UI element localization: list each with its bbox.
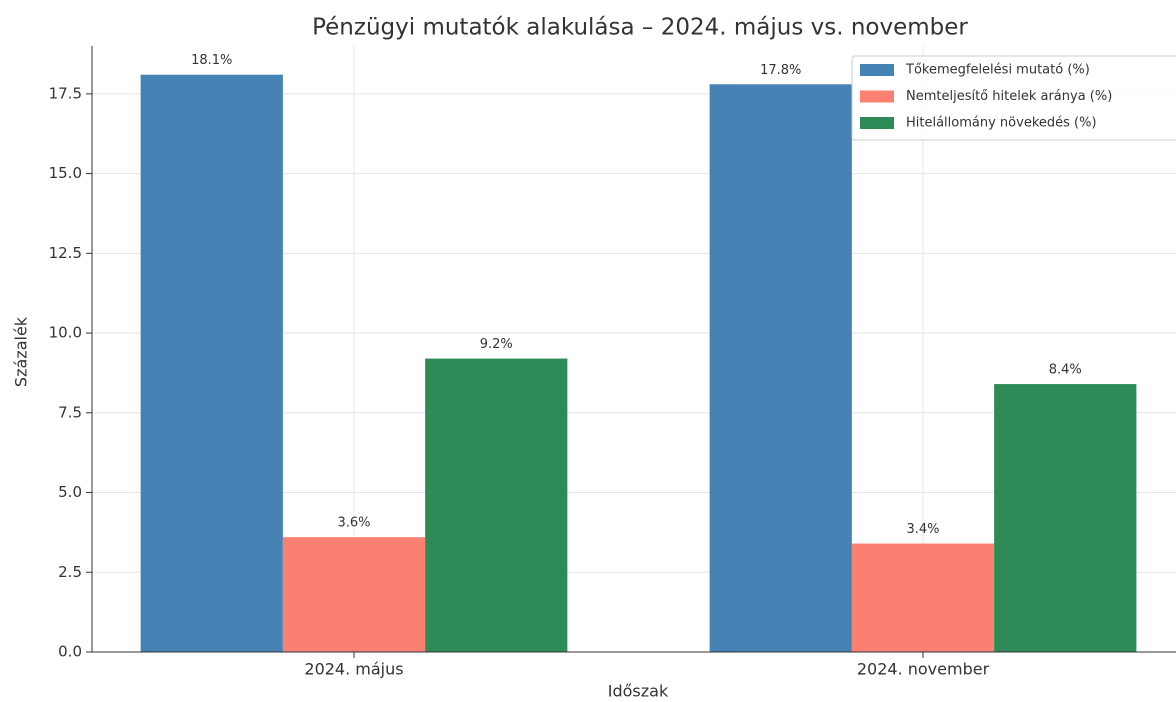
value-label: 9.2% — [480, 337, 513, 352]
bar — [425, 358, 568, 652]
chart-title: Pénzügyi mutatók alakulása – 2024. május… — [312, 15, 968, 41]
bar — [140, 74, 283, 652]
legend-label: Hitelállomány növekedés (%) — [906, 116, 1097, 131]
bar — [851, 543, 995, 652]
x-tick-label: 2024. november — [857, 660, 990, 679]
legend-label: Nemteljesítő hitelek aránya (%) — [906, 89, 1112, 104]
y-tick-label: 12.5 — [49, 244, 82, 262]
value-label: 18.1% — [191, 53, 232, 68]
legend-label: Tőkemegfelelési mutató (%) — [905, 63, 1090, 78]
value-label: 17.8% — [760, 63, 801, 78]
legend-swatch — [860, 90, 894, 103]
y-tick-label: 0.0 — [58, 643, 82, 661]
y-tick-label: 15.0 — [49, 164, 82, 182]
y-tick-label: 2.5 — [58, 563, 82, 581]
bar — [994, 384, 1137, 652]
y-axis-label: Százalék — [12, 316, 31, 387]
x-axis-label: Időszak — [608, 682, 669, 701]
bar — [709, 84, 852, 652]
value-label: 3.6% — [337, 516, 370, 531]
y-tick-label: 7.5 — [58, 403, 82, 421]
y-tick-label: 10.0 — [49, 324, 82, 342]
value-label: 3.4% — [906, 522, 939, 537]
legend-swatch — [860, 64, 894, 76]
legend-frame — [851, 55, 1176, 141]
x-tick-label: 2024. május — [304, 660, 403, 679]
legend-swatch — [860, 117, 894, 129]
bar — [282, 537, 426, 652]
value-label: 8.4% — [1049, 363, 1082, 378]
y-tick-label: 5.0 — [58, 483, 82, 501]
y-tick-label: 17.5 — [49, 84, 82, 102]
